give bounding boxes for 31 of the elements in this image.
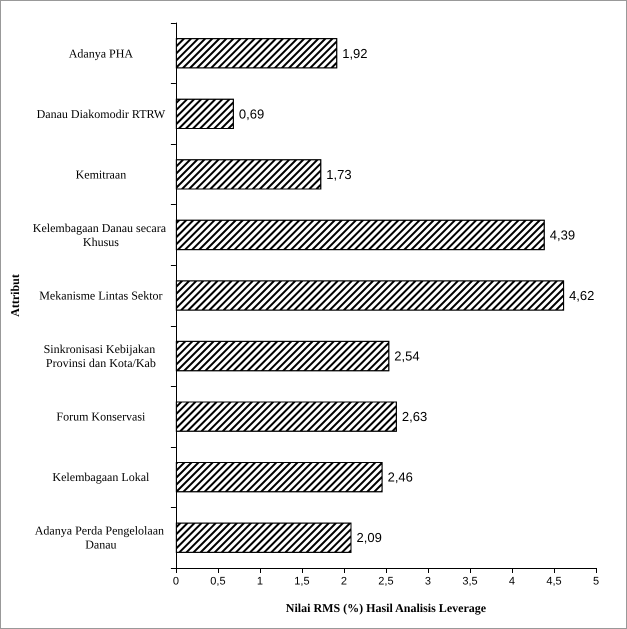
data-label: 2,46	[388, 470, 413, 485]
x-tick-label: 1,5	[294, 576, 310, 588]
x-tick-label: 3,5	[462, 576, 478, 588]
data-label: 2,63	[402, 409, 428, 424]
data-label: 2,54	[394, 348, 420, 364]
x-tick-label: 2,5	[378, 576, 394, 588]
y-tick-label: Adanya PHA	[68, 46, 134, 60]
data-label: 4,62	[569, 288, 594, 303]
y-tick-label: Mekanisme Lintas Sektor	[39, 288, 163, 302]
x-axis-title: Nilai RMS (%) Hasil Analisis Leverage	[286, 601, 487, 615]
data-label: 0,69	[238, 106, 264, 122]
y-tick-label: Kelembagaan Danau secara Khusus	[32, 220, 170, 249]
y-tick-label: Adanya Perda Pengelolaan Danau	[34, 524, 168, 552]
data-label: 1,92	[342, 46, 368, 61]
x-tick-label: 5	[592, 576, 600, 588]
x-tick-label: 0,5	[210, 576, 226, 588]
y-axis-title: Attribut	[8, 274, 22, 317]
x-tick-label: 0	[172, 576, 179, 588]
x-tick-label: 4,5	[546, 576, 562, 588]
y-tick-label: Danau Diakomodir RTRW	[36, 106, 166, 121]
data-label: 4,39	[550, 227, 576, 242]
x-tick-label: 3	[424, 576, 432, 588]
data-label: 1,73	[326, 166, 352, 182]
x-tick-label: 2	[340, 576, 348, 588]
y-tick-label: Kemitraan	[76, 167, 126, 182]
data-label: 2,09	[356, 530, 382, 546]
y-tick-label: Forum Konservasi	[56, 410, 146, 424]
y-tick-label: Kelembagaan Lokal	[52, 470, 150, 484]
x-tick-label: 1	[256, 576, 263, 588]
y-tick-label: Sinkronisasi Kebijakan Provinsi dan Kota/Kab	[44, 342, 158, 370]
x-tick-label: 4	[508, 576, 516, 588]
